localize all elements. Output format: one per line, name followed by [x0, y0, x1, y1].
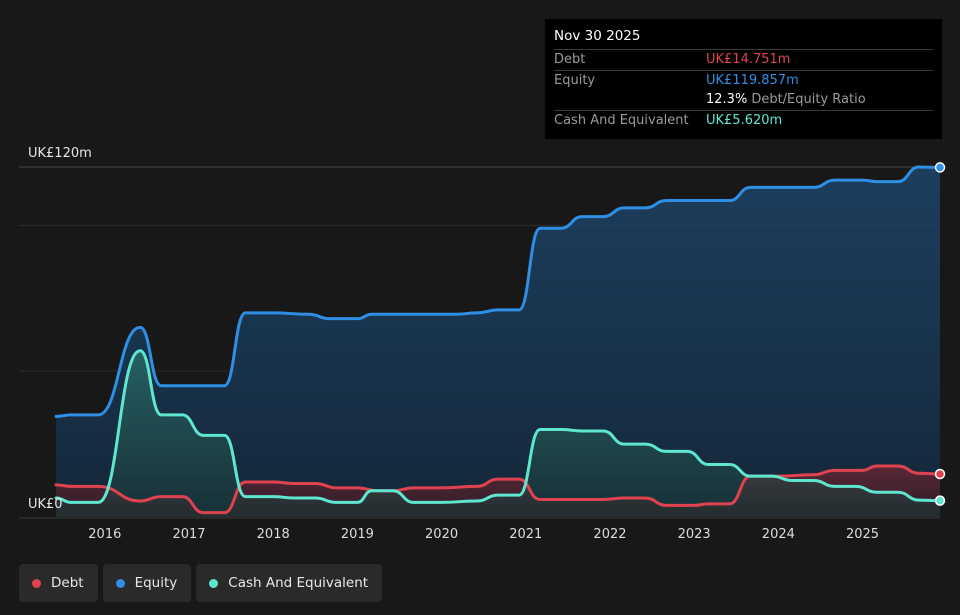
tooltip-debt-value: UK£14.751m [706, 52, 791, 67]
tooltip-row-cash: Cash And Equivalent UK£5.620m [554, 111, 933, 131]
x-tick-label: 2023 [678, 527, 711, 542]
legend-dot-debt-icon [32, 578, 41, 588]
x-tick-label: 2025 [846, 527, 879, 542]
tooltip-row-ratio: 12.3% Debt/Equity Ratio [554, 90, 933, 111]
series-lines [54, 165, 942, 515]
x-tick-label: 2024 [762, 527, 795, 542]
end-markers [934, 162, 946, 506]
tooltip-row-debt: Debt UK£14.751m [554, 50, 933, 71]
tooltip-ratio-spacer [554, 90, 706, 110]
legend-label-cash: Cash And Equivalent [228, 575, 369, 591]
legend-label-equity: Equity [134, 575, 178, 591]
end-marker-cash [934, 495, 946, 506]
x-tick-label: 2020 [425, 527, 458, 542]
line-cash [54, 349, 942, 504]
series-areas [56, 167, 940, 517]
tooltip-cash-value: UK£5.620m [706, 112, 783, 128]
tooltip-row-equity: Equity UK£119.857m [554, 71, 933, 91]
end-marker-debt [934, 468, 946, 480]
x-tick-label: 2021 [509, 527, 542, 542]
legend-item-cash[interactable]: Cash And Equivalent [196, 564, 383, 602]
x-tick-label: 2019 [341, 527, 374, 542]
area-cash [56, 350, 940, 517]
legend-dot-equity-icon [115, 578, 125, 588]
tooltip-ratio: 12.3% Debt/Equity Ratio [706, 90, 933, 110]
legend-item-debt[interactable]: Debt [19, 564, 98, 602]
legend-dot-cash-icon [209, 578, 219, 588]
tooltip-equity-label: Equity [554, 72, 596, 88]
end-marker-equity [934, 162, 946, 173]
tooltip-panel: Nov 30 2025 Debt UK£14.751m Equity UK£11… [545, 19, 942, 139]
tooltip-cash-label: Cash And Equivalent [554, 112, 689, 128]
x-tick-label: 2017 [172, 527, 205, 542]
area-equity [56, 167, 940, 517]
tooltip-date: Nov 30 2025 [554, 27, 933, 50]
tooltip-ratio-label: Debt/Equity Ratio [751, 92, 866, 107]
legend-label-debt: Debt [51, 575, 84, 591]
tooltip-debt-label: Debt [554, 52, 586, 67]
legend-item-equity[interactable]: Equity [102, 564, 192, 602]
x-axis-ticks: 2016 2017 2018 2019 2020 2021 2022 2023 2024 2025 [88, 527, 879, 542]
legend: Debt Equity Cash And Equivalent [19, 564, 383, 602]
tooltip-equity-value: UK£119.857m [706, 72, 799, 88]
tooltip-ratio-value: 12.3% [706, 92, 748, 107]
line-equity [54, 165, 942, 418]
y-axis-bottom-label: UK£0 [28, 497, 63, 512]
x-tick-label: 2018 [257, 527, 290, 542]
x-tick-label: 2016 [88, 527, 121, 542]
line-debt [54, 464, 942, 515]
y-axis-top-label: UK£120m [28, 146, 92, 161]
x-tick-label: 2022 [593, 527, 626, 542]
